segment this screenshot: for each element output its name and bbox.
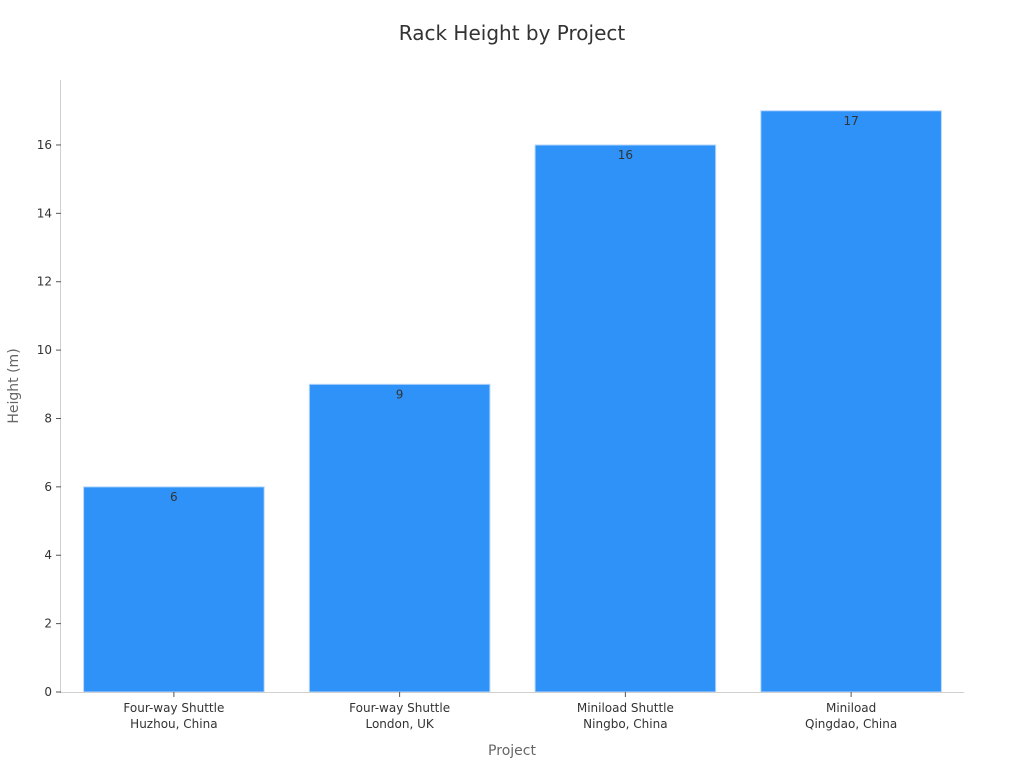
x-tick-label-line: Huzhou, China: [130, 717, 217, 731]
data-labels-group: 6 9 16 17: [170, 114, 859, 504]
x-tick-label-line: Qingdao, China: [805, 717, 897, 731]
data-label-1: 6: [170, 490, 178, 504]
y-tick-label-8: 8: [44, 411, 52, 425]
bars-group: [83, 110, 942, 693]
x-tick-label-line: Miniload Shuttle: [577, 701, 674, 715]
x-tick-label-3: Miniload Shuttle Ningbo, China: [577, 701, 674, 731]
y-tick-label-2: 2: [44, 617, 52, 631]
x-tick-label-line: Ningbo, China: [583, 717, 667, 731]
y-tick-label-4: 4: [44, 548, 52, 562]
data-label-3: 16: [618, 148, 633, 162]
y-tick-label-12: 12: [37, 275, 52, 289]
x-tick-label-line: Four-way Shuttle: [123, 701, 224, 715]
y-tick-label-16: 16: [37, 138, 52, 152]
bar-4: [760, 110, 942, 693]
x-tick-label-4: Miniload Qingdao, China: [805, 701, 897, 731]
y-tick-label-10: 10: [37, 343, 52, 357]
data-label-4: 17: [843, 114, 858, 128]
y-axis-title: Height (m): [6, 348, 22, 423]
x-tick-label-line: Four-way Shuttle: [349, 701, 450, 715]
bar-3: [534, 144, 717, 693]
y-tick-label-0: 0: [44, 685, 52, 699]
chart-title: Rack Height by Project: [399, 21, 626, 45]
x-tick-label-2: Four-way Shuttle London, UK: [349, 701, 450, 731]
y-ticks-group: 0 2 4 6 8 10 12 14 16: [37, 138, 61, 699]
x-tick-label-line: Miniload: [826, 701, 876, 715]
x-tick-label-1: Four-way Shuttle Huzhou, China: [123, 701, 224, 731]
x-tick-label-line: London, UK: [365, 717, 434, 731]
bar-2: [308, 383, 491, 693]
data-label-2: 9: [396, 387, 404, 401]
y-tick-label-14: 14: [37, 206, 52, 220]
y-tick-label-6: 6: [44, 480, 52, 494]
x-axis-title: Project: [488, 743, 536, 759]
bar-1: [83, 486, 265, 693]
